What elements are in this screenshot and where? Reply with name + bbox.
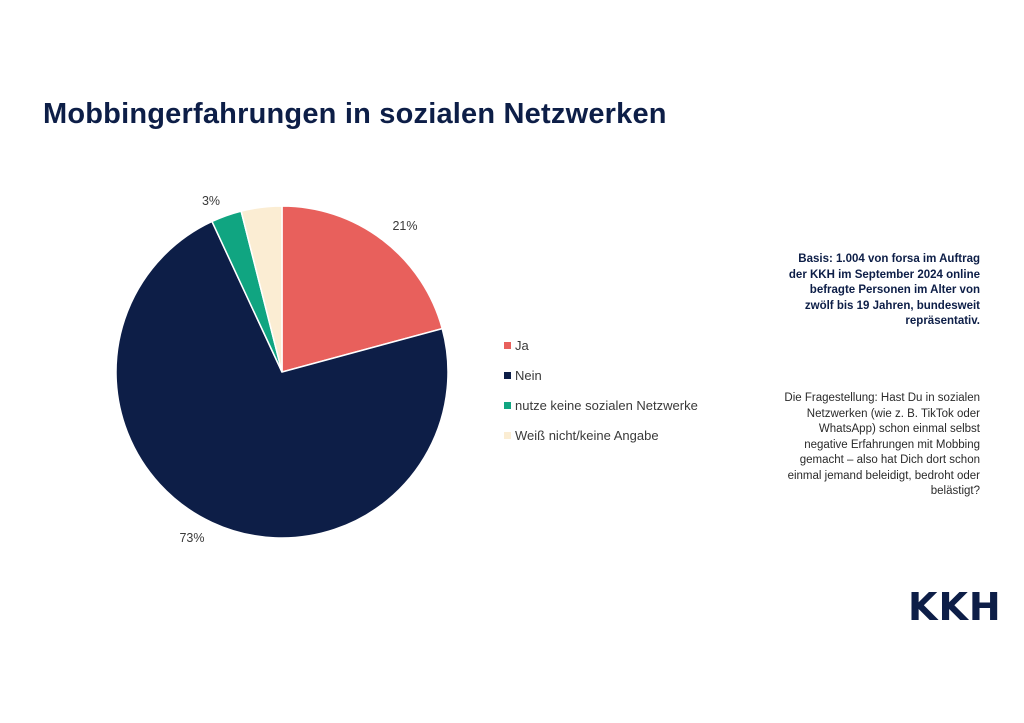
legend-label-keine-netzwerke: nutze keine sozialen Netzwerke (515, 397, 698, 413)
legend-label-weiss-nicht: Weiß nicht/keine Angabe (515, 427, 659, 443)
legend-swatch-keine-netzwerke (504, 401, 511, 409)
slice-label-1: 73% (179, 531, 204, 545)
slice-label-2: 3% (202, 194, 220, 208)
kkh-logo: KKH (908, 585, 1002, 629)
legend-item-keine-netzwerke: nutze keine sozialen Netzwerke (504, 390, 698, 420)
question-note: Die Fragestellung: Hast Du in sozialen N… (784, 392, 980, 497)
pie-slice-1 (115, 220, 449, 539)
legend-item-nein: Nein (504, 360, 698, 390)
basis-note: Basis: 1.004 von forsa im Auftrag der KK… (788, 253, 980, 327)
pie-slice-0 (281, 205, 444, 373)
legend-item-ja: Ja (504, 330, 698, 360)
slice-label-0: 21% (392, 219, 417, 233)
chart-title: Mobbingerfahrungen in sozialen Netzwerke… (43, 98, 667, 130)
legend-swatch-nein (504, 371, 511, 379)
legend-label-ja: Ja (515, 337, 529, 353)
legend: Ja Nein nutze keine sozialen Netzwerke W… (504, 330, 698, 450)
legend-swatch-weiss-nicht (504, 431, 511, 439)
legend-label-nein: Nein (515, 367, 542, 383)
pie-slice-3 (240, 205, 283, 373)
legend-swatch-ja (504, 341, 511, 349)
legend-item-weiss-nicht: Weiß nicht/keine Angabe (504, 420, 698, 450)
